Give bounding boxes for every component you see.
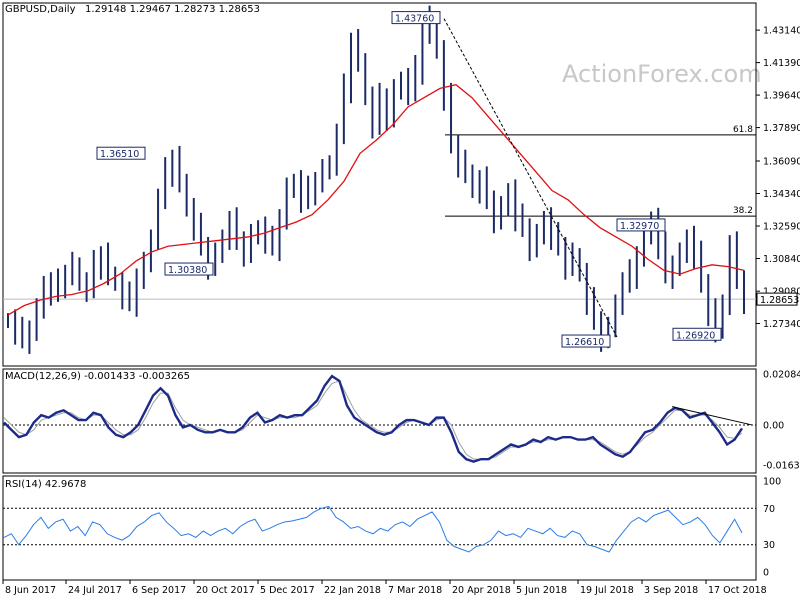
x-tick-label: 22 Jan 2018 (324, 585, 381, 596)
symbol-label: GBPUSD,Daily (5, 4, 76, 15)
trendline-dashed (443, 18, 618, 338)
price-annotation-box (672, 327, 722, 341)
rsi-ytick-label: 100 (763, 477, 781, 488)
price-annotation-label: 1.26610 (565, 337, 604, 348)
price-annotation-box (616, 218, 666, 232)
rsi-ytick-label: 30 (763, 540, 775, 551)
macd-ytick-label: 0.00 (763, 420, 784, 431)
macd-signal-line (3, 380, 743, 460)
rsi-line (3, 505, 743, 553)
rsi-title: RSI(14) 42.9678 (5, 479, 87, 490)
price-ytick-label: 1.32590 (763, 221, 800, 232)
rsi-ytick-label: 70 (763, 504, 775, 515)
watermark-text: ActionForex.com (562, 60, 762, 88)
price-ytick-label: 1.29080 (763, 287, 800, 298)
price-annotation-label: 1.30380 (168, 265, 207, 276)
price-ytick-label: 1.43140 (763, 26, 800, 37)
price-annotation-box (96, 146, 146, 160)
fib-level-label: 61.8 (733, 125, 753, 135)
price-ytick-label: 1.30840 (763, 254, 800, 265)
price-annotation-box (164, 262, 214, 276)
price-ytick-label: 1.41390 (763, 58, 800, 69)
x-tick-label: 24 Jul 2017 (68, 585, 122, 596)
rsi-ytick-label: 0 (763, 568, 769, 579)
price-ytick-label: 1.37890 (763, 123, 800, 134)
price-ytick-label: 1.36090 (763, 157, 800, 168)
current-price-label: 1.28653 (760, 295, 799, 306)
moving-average-line (7, 83, 745, 316)
price-bars (7, 5, 745, 354)
current-price-box (756, 292, 798, 306)
price-ytick-label: 1.27340 (763, 319, 800, 330)
chart-header: GBPUSD,Daily 1.29148 1.29467 1.28273 1.2… (5, 4, 260, 15)
price-annotation-box (561, 334, 611, 348)
price-annotation-label: 1.26920 (676, 330, 715, 341)
x-tick-label: 5 Dec 2017 (260, 585, 315, 596)
macd-ytick-label: -0.016389 (763, 461, 800, 472)
x-tick-label: 19 Jul 2018 (580, 585, 634, 596)
x-tick-label: 7 Mar 2018 (388, 585, 442, 596)
x-tick-label: 5 Jun 2018 (516, 585, 567, 596)
ohlc-readout: 1.29148 1.29467 1.28273 1.28653 (85, 4, 260, 15)
price-annotation-label: 1.36510 (100, 149, 139, 160)
macd-trendline (671, 406, 753, 426)
x-tick-label: 8 Jun 2017 (5, 585, 56, 596)
x-tick-label: 3 Sep 2018 (644, 585, 698, 596)
price-annotation-label: 1.43760 (395, 14, 434, 25)
price-panel-frame (2, 2, 757, 367)
x-tick-label: 17 Oct 2018 (708, 585, 767, 596)
macd-title: MACD(12,26,9) -0.001433 -0.003265 (5, 371, 190, 382)
x-tick-label: 20 Oct 2017 (196, 585, 255, 596)
x-tick-label: 6 Sep 2017 (132, 585, 186, 596)
macd-panel-frame (2, 368, 757, 474)
macd-ytick-label: 0.020848 (763, 370, 800, 381)
x-tick-label: 20 Apr 2018 (452, 585, 511, 596)
fib-level-label: 38.2 (733, 206, 753, 216)
macd-line (3, 374, 744, 463)
rsi-panel-frame (2, 475, 757, 581)
price-annotation-box (391, 11, 441, 25)
price-ytick-label: 1.34340 (763, 189, 800, 200)
price-annotation-label: 1.32970 (620, 221, 659, 232)
price-ytick-label: 1.39640 (763, 91, 800, 102)
